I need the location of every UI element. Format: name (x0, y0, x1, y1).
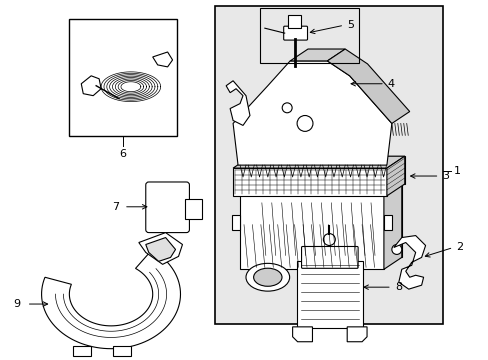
Polygon shape (383, 183, 401, 269)
Text: 6: 6 (119, 149, 126, 159)
Polygon shape (232, 215, 240, 230)
Polygon shape (152, 52, 172, 67)
Circle shape (282, 103, 291, 113)
Ellipse shape (245, 264, 289, 291)
FancyBboxPatch shape (283, 26, 307, 40)
Text: 1: 1 (452, 166, 459, 176)
FancyBboxPatch shape (145, 182, 189, 233)
Polygon shape (250, 156, 404, 184)
Polygon shape (81, 76, 101, 96)
Polygon shape (292, 327, 312, 342)
Polygon shape (41, 250, 180, 349)
Polygon shape (145, 238, 175, 261)
FancyBboxPatch shape (287, 15, 301, 28)
FancyBboxPatch shape (113, 346, 131, 356)
Polygon shape (346, 327, 366, 342)
Polygon shape (233, 168, 386, 196)
Polygon shape (257, 183, 401, 257)
Circle shape (297, 116, 312, 131)
Polygon shape (240, 183, 401, 195)
Text: 5: 5 (346, 20, 353, 30)
Text: 2: 2 (455, 243, 463, 252)
Circle shape (323, 234, 335, 246)
Polygon shape (386, 156, 404, 196)
Polygon shape (326, 49, 409, 123)
Circle shape (325, 259, 332, 266)
Text: 4: 4 (387, 79, 394, 89)
FancyBboxPatch shape (301, 247, 357, 268)
Circle shape (391, 244, 401, 255)
Polygon shape (383, 215, 391, 230)
Polygon shape (233, 156, 404, 168)
FancyBboxPatch shape (296, 261, 362, 328)
Text: 9: 9 (13, 299, 20, 309)
FancyBboxPatch shape (185, 199, 202, 219)
Text: 7: 7 (112, 202, 120, 212)
Polygon shape (289, 49, 345, 61)
Polygon shape (233, 61, 391, 165)
FancyBboxPatch shape (73, 346, 91, 356)
FancyBboxPatch shape (215, 6, 443, 324)
Polygon shape (393, 235, 425, 289)
Ellipse shape (253, 268, 282, 286)
FancyBboxPatch shape (69, 19, 176, 136)
Polygon shape (139, 233, 182, 264)
Polygon shape (240, 195, 383, 269)
Text: 3: 3 (442, 171, 448, 181)
Text: 8: 8 (394, 282, 401, 292)
Polygon shape (225, 81, 249, 125)
